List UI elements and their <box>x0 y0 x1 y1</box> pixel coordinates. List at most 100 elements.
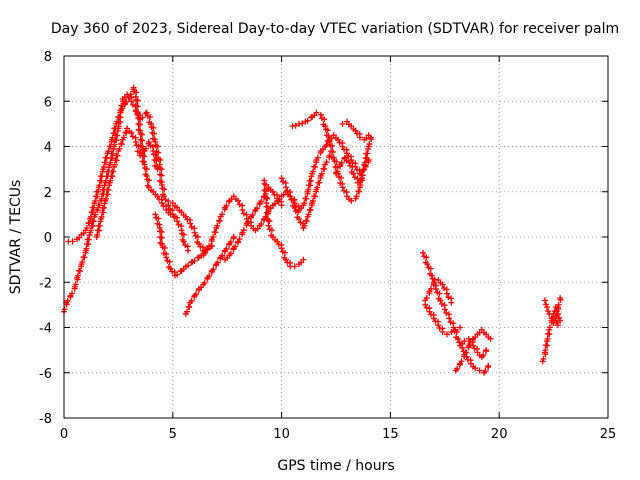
data-point <box>211 228 218 235</box>
data-point <box>557 295 564 302</box>
data-point <box>443 331 450 338</box>
y-tick-label: -4 <box>39 322 52 337</box>
data-point <box>240 227 247 234</box>
data-point <box>338 159 345 166</box>
data-point <box>174 271 181 278</box>
data-point <box>542 347 549 354</box>
data-point <box>322 123 329 130</box>
data-point <box>282 184 289 191</box>
data-point <box>340 187 347 194</box>
data-point <box>232 243 239 250</box>
data-point <box>158 172 165 179</box>
data-point <box>265 222 272 229</box>
data-point <box>180 231 187 238</box>
x-axis-label: GPS time / hours <box>277 458 394 474</box>
data-point <box>420 249 427 256</box>
data-point <box>265 210 272 217</box>
data-point <box>428 272 435 279</box>
data-point <box>437 297 444 304</box>
data-point <box>76 267 83 274</box>
data-point <box>147 142 154 149</box>
data-point <box>476 367 483 374</box>
data-point <box>132 138 139 145</box>
data-point <box>154 166 161 173</box>
data-point <box>458 358 465 365</box>
data-point <box>278 202 285 209</box>
data-point <box>236 201 243 208</box>
data-point <box>180 238 187 245</box>
data-point <box>107 177 114 184</box>
data-point <box>161 186 168 193</box>
data-point <box>194 233 201 240</box>
data-point <box>330 154 337 161</box>
data-point <box>443 310 450 317</box>
y-tick-label: -6 <box>39 367 52 382</box>
data-point <box>346 159 353 166</box>
data-point <box>105 148 112 155</box>
data-point <box>262 188 269 195</box>
data-point <box>161 245 168 252</box>
data-point <box>295 209 302 216</box>
data-point <box>306 206 313 213</box>
data-point <box>438 300 445 307</box>
data-point <box>258 221 265 228</box>
data-point <box>230 234 237 240</box>
y-tick-label: 0 <box>44 231 52 246</box>
data-point <box>281 249 288 256</box>
data-point <box>99 204 106 211</box>
data-point <box>104 186 111 193</box>
data-point <box>366 141 373 148</box>
data-point <box>297 219 304 226</box>
data-point <box>557 317 564 324</box>
y-tick-label: 8 <box>44 50 52 65</box>
data-point <box>128 129 135 136</box>
data-point <box>290 197 297 204</box>
y-tick-label: 2 <box>44 186 52 201</box>
data-point <box>87 213 94 220</box>
data-point <box>487 335 494 342</box>
y-tick-label: 6 <box>44 95 52 110</box>
data-point <box>206 242 213 249</box>
data-point <box>339 120 346 127</box>
data-point <box>147 114 154 121</box>
data-point <box>351 174 358 181</box>
data-point <box>454 335 461 342</box>
data-point <box>100 164 107 171</box>
data-point <box>333 158 340 165</box>
data-point <box>206 273 213 280</box>
axis-ticks: 0 5 10 15 20 25 -8 -6 -4 -2 0 2 4 6 8 <box>39 50 616 442</box>
data-point <box>95 202 102 209</box>
data-point <box>219 211 226 218</box>
data-point <box>546 324 553 331</box>
data-point <box>127 91 134 98</box>
data-point <box>441 306 448 313</box>
data-point <box>123 98 130 105</box>
data-point <box>542 342 549 349</box>
data-point <box>542 301 549 308</box>
data-point <box>89 204 96 211</box>
data-point <box>111 161 118 168</box>
data-point <box>94 206 101 213</box>
data-point <box>348 197 355 204</box>
data-point <box>550 319 557 326</box>
data-point <box>69 238 76 245</box>
data-point <box>309 168 316 175</box>
data-point <box>329 148 336 155</box>
data-point <box>544 335 551 342</box>
data-point <box>423 294 430 301</box>
data-point <box>554 322 561 329</box>
data-point <box>483 347 490 354</box>
data-point <box>153 157 160 164</box>
data-point <box>309 197 316 204</box>
data-point <box>315 179 322 186</box>
data-point <box>265 204 272 211</box>
data-point <box>171 213 178 220</box>
data-point <box>135 143 142 150</box>
data-point <box>545 330 552 337</box>
data-point <box>318 170 325 177</box>
data-point <box>462 349 469 356</box>
data-point <box>311 193 318 200</box>
data-point <box>311 163 318 170</box>
data-point <box>108 172 115 179</box>
data-point <box>349 163 356 170</box>
